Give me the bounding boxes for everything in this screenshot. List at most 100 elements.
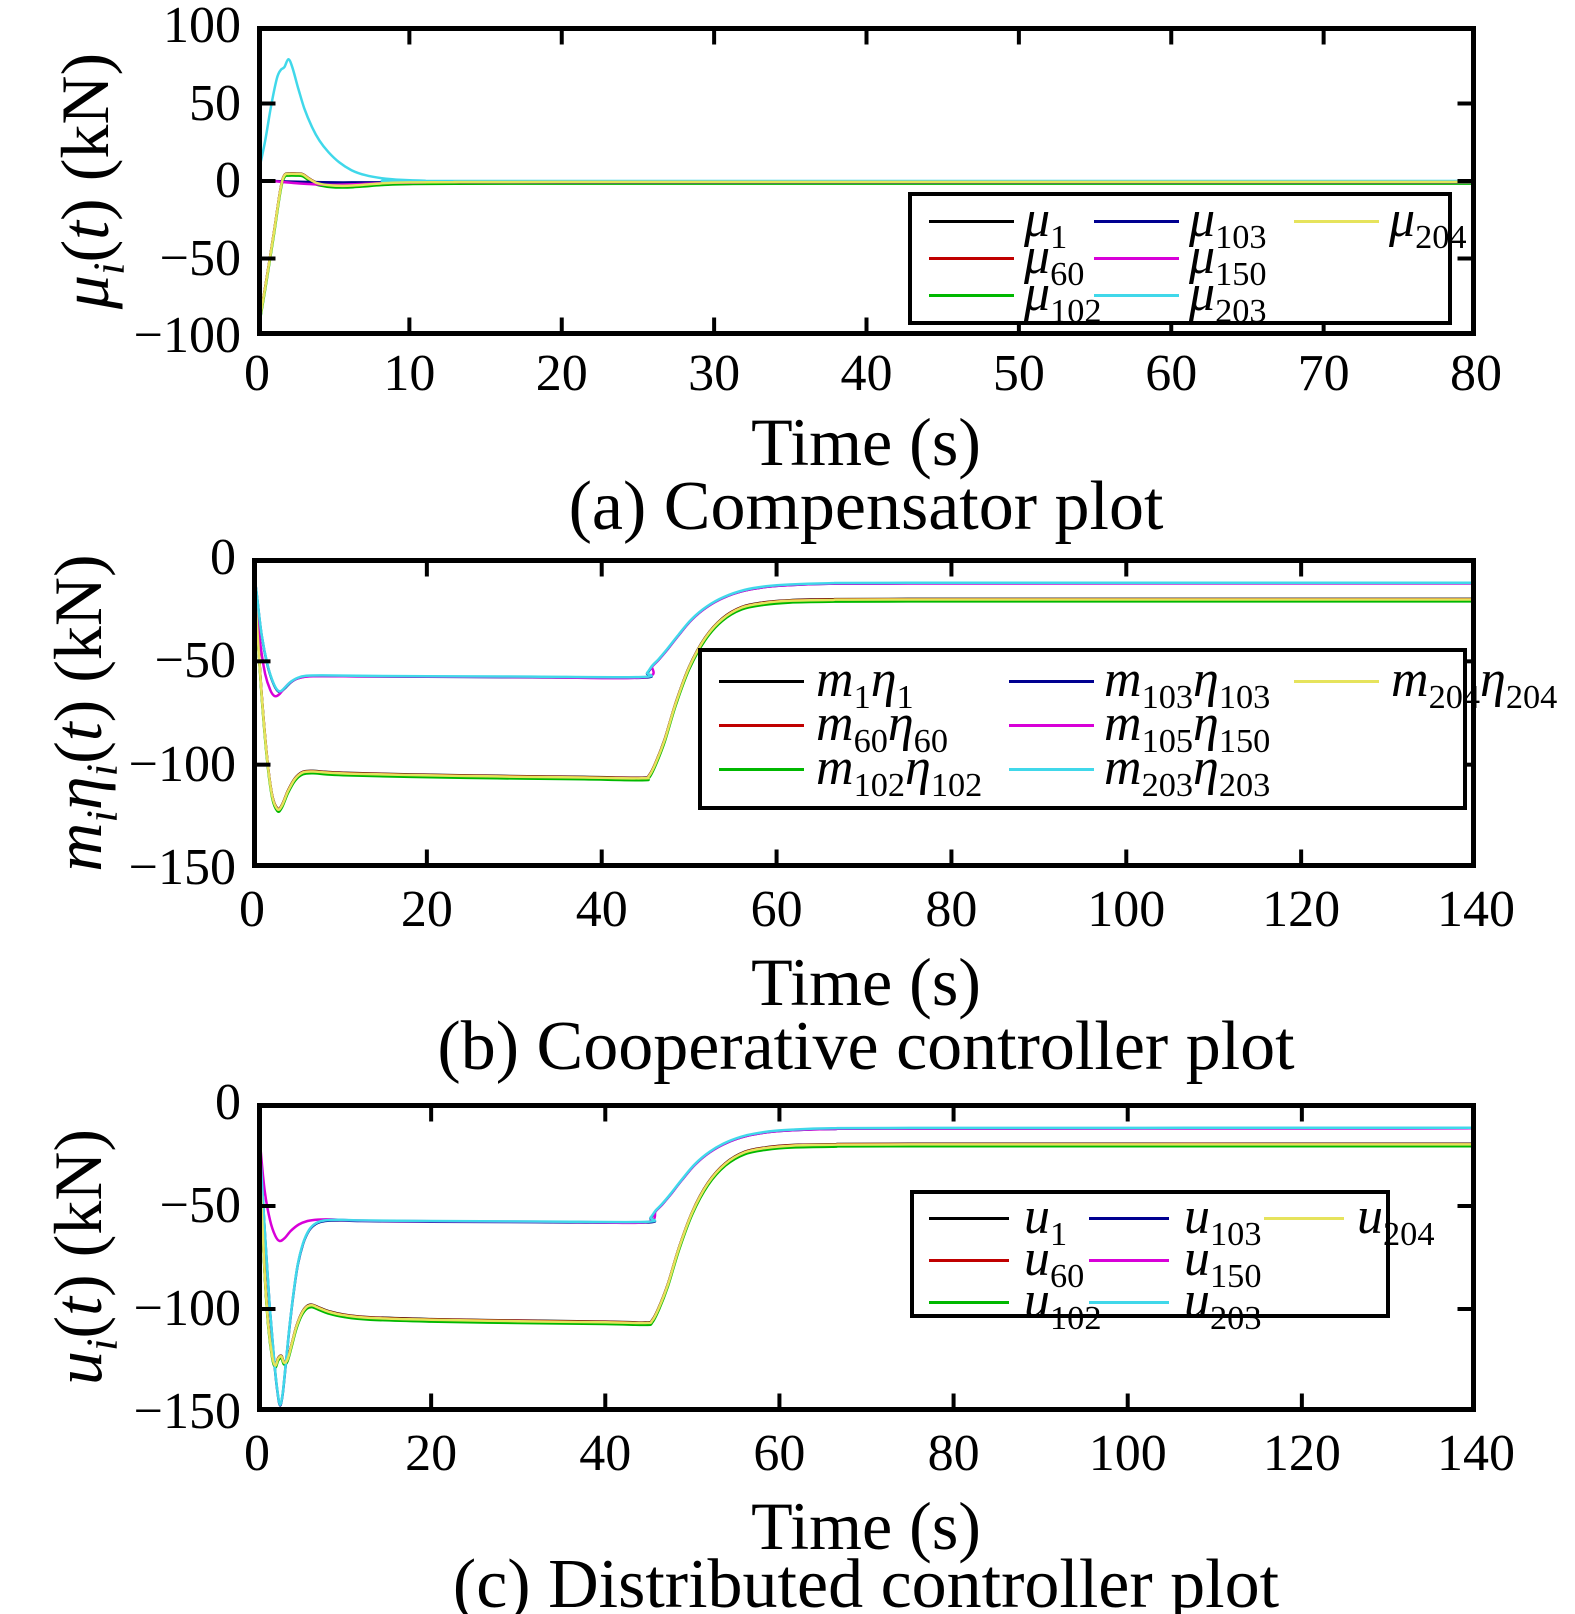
x-tick-label: 30 — [688, 345, 741, 402]
legend-line-sample-u_60 — [929, 1259, 1009, 1262]
y-axis-label-c: ui(t) (kN) — [40, 1128, 127, 1386]
series-line-mu_203 — [257, 58, 1476, 183]
axes-box-b — [252, 558, 1476, 868]
y-tick-label: −100 — [128, 735, 236, 793]
legend-line-sample-mu_1 — [929, 220, 1014, 223]
legend-label-mu_60: μ60 — [1024, 228, 1085, 293]
legend-line-sample-u_102 — [929, 1301, 1009, 1304]
legend-label-mu_103: μ103 — [1189, 191, 1267, 256]
y-tick-label: 0 — [210, 529, 236, 586]
legend-c: u1 u60 u102 u103 u150 u203 u204 — [910, 1188, 1434, 1335]
legend-a: μ1 μ60 μ102 μ103 μ150 μ203 μ204 — [908, 191, 1467, 330]
y-tick-label: 50 — [189, 74, 241, 132]
subplot-caption-c: (c) Distributed controller plot — [452, 1546, 1280, 1614]
x-tick-label: 120 — [1262, 1425, 1341, 1482]
legend-line-sample-m_60 eta_60 — [719, 724, 804, 727]
x-tick-label: 80 — [925, 881, 978, 938]
y-tick-label: −150 — [128, 839, 236, 896]
legend-label-m_102 eta_102: m102η102 — [816, 739, 983, 804]
x-tick-label: 40 — [579, 1425, 632, 1482]
series-line-mu_204 — [257, 172, 1476, 336]
x-tick-label: 10 — [383, 345, 436, 402]
legend-label-m_1 eta_1: m1η1 — [816, 651, 914, 716]
x-tick-label: 140 — [1437, 1425, 1515, 1482]
x-axis-label-c: Time (s) — [751, 1488, 981, 1564]
legend-label-mu_102: μ102 — [1024, 265, 1102, 330]
legend-line-sample-m_203 eta_203 — [1009, 768, 1094, 771]
legend-line-sample-m_204 eta_204 — [1294, 680, 1379, 683]
legend-label-u_60: u60 — [1024, 1230, 1085, 1295]
x-tick-label: 60 — [1145, 345, 1198, 402]
legend-line-sample-mu_204 — [1294, 220, 1379, 223]
legend-line-sample-u_150 — [1089, 1259, 1169, 1262]
legend-label-mu_150: μ150 — [1189, 228, 1267, 293]
x-tick-label: 50 — [992, 345, 1045, 402]
y-tick-label: −50 — [159, 229, 241, 287]
x-tick-label: 80 — [927, 1425, 980, 1482]
x-tick-label: 20 — [400, 881, 453, 938]
legend-label-mu_203: μ203 — [1189, 265, 1267, 330]
y-tick-label: 100 — [163, 0, 241, 54]
subplot-caption-a: (a) Compensator plot — [568, 468, 1164, 545]
plot-area-c — [257, 1103, 1476, 1412]
legend-line-sample-m_1 eta_1 — [719, 680, 804, 683]
y-tick-label: −50 — [154, 632, 236, 690]
legend-line-sample-mu_103 — [1094, 220, 1179, 223]
legend-line-sample-mu_102 — [929, 294, 1014, 297]
x-tick-label: 100 — [1087, 881, 1166, 938]
legend-line-sample-u_203 — [1089, 1301, 1169, 1304]
legend-label-m_105 eta_150: m105η150 — [1104, 695, 1271, 760]
y-tick-label: −100 — [133, 307, 241, 364]
legend-label-u_1: u1 — [1024, 1188, 1068, 1253]
legend-label-m_203 eta_203: m203η203 — [1104, 739, 1271, 804]
legend-line-sample-mu_150 — [1094, 257, 1179, 260]
legend-label-m_103 eta_103: m103η103 — [1104, 651, 1271, 716]
legend-line-sample-mu_203 — [1094, 294, 1179, 297]
legend-line-sample-m_105 eta_150 — [1009, 724, 1094, 727]
legend-label-u_150: u150 — [1184, 1230, 1262, 1295]
series-line-m_102 eta_102 — [252, 558, 1476, 813]
y-tick-label: −50 — [159, 1177, 241, 1234]
series-line-u_203 — [257, 1103, 1476, 1407]
legend-line-sample-u_103 — [1089, 1217, 1169, 1220]
y-tick-label: 0 — [215, 152, 241, 209]
y-tick-label: −150 — [133, 1383, 241, 1440]
x-tick-label: 40 — [840, 345, 893, 402]
plot-area-a — [257, 26, 1476, 336]
x-tick-label: 60 — [753, 1425, 806, 1482]
x-tick-label: 0 — [244, 1425, 270, 1482]
x-tick-label: 140 — [1437, 881, 1515, 938]
legend-label-mu_1: μ1 — [1024, 191, 1068, 256]
legend-b: m1η1 m60η60 m102η102 m103η103 m105η150 m203η2… — [698, 648, 1557, 810]
x-tick-label: 0 — [244, 345, 270, 402]
x-tick-label: 0 — [239, 881, 265, 938]
y-axis-label-b: miηi(t) (kN) — [40, 554, 127, 872]
legend-label-m_60 eta_60: m60η60 — [816, 695, 948, 760]
x-tick-label: 80 — [1450, 345, 1502, 402]
y-axis-label-a: μi(t) (kN) — [47, 52, 134, 310]
series-line-m_203 eta_203 — [252, 558, 1476, 693]
x-axis-label-b: Time (s) — [751, 944, 981, 1020]
legend-line-sample-m_103 eta_103 — [1009, 680, 1094, 683]
y-tick-label: −100 — [133, 1280, 241, 1337]
x-tick-label: 20 — [405, 1425, 458, 1482]
legend-label-u_103: u103 — [1184, 1188, 1262, 1253]
legend-label-u_203: u203 — [1184, 1272, 1262, 1337]
legend-line-sample-mu_60 — [929, 257, 1014, 260]
legend-line-sample-u_204 — [1264, 1217, 1344, 1220]
x-tick-label: 60 — [750, 881, 803, 938]
subplot-caption-b: (b) Cooperative controller plot — [437, 1008, 1295, 1085]
legend-line-sample-m_102 eta_102 — [719, 768, 804, 771]
x-tick-label: 120 — [1262, 881, 1341, 938]
series-line-u_204 — [257, 1103, 1476, 1367]
x-tick-label: 40 — [575, 881, 628, 938]
y-tick-label: 0 — [215, 1074, 241, 1131]
legend-line-sample-u_1 — [929, 1217, 1009, 1220]
x-tick-label: 20 — [535, 345, 588, 402]
x-axis-label-a: Time (s) — [751, 404, 981, 480]
legend-label-u_102: u102 — [1024, 1272, 1102, 1337]
x-tick-label: 70 — [1297, 345, 1350, 402]
legend-label-u_204: u204 — [1357, 1188, 1435, 1253]
plot-area-b — [252, 558, 1476, 868]
